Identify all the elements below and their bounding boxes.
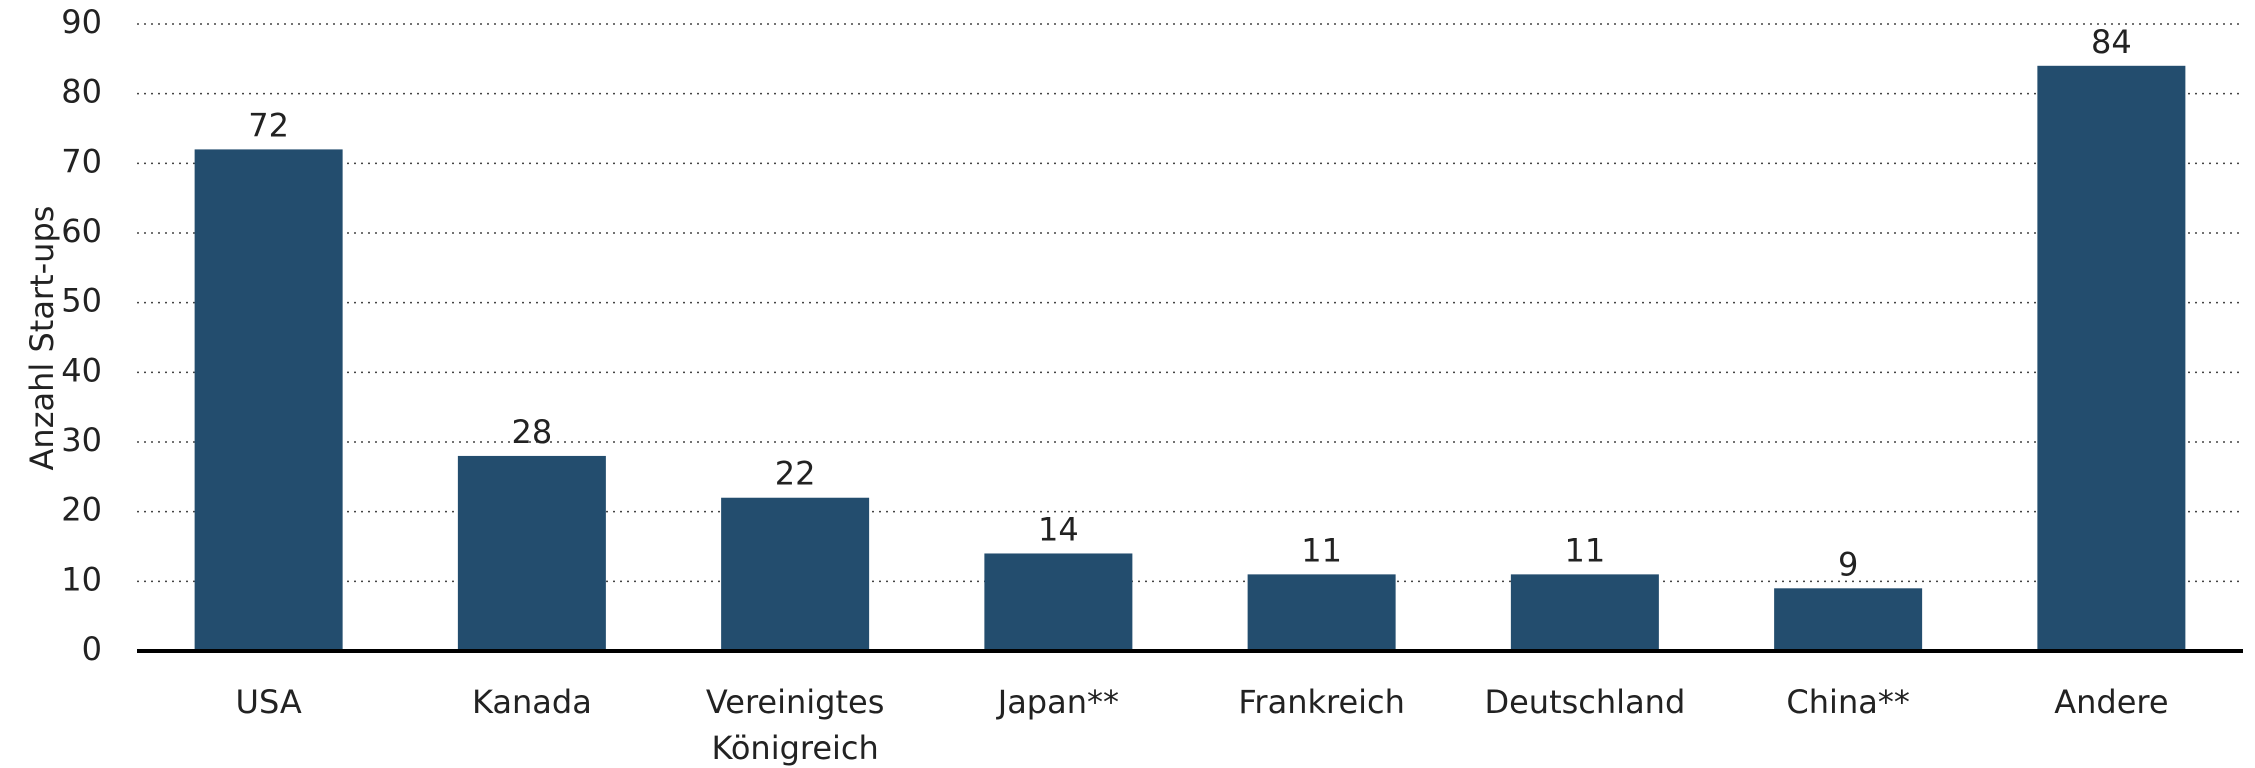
y-tick-label: 0	[82, 630, 102, 668]
bar	[457, 455, 606, 651]
value-label: 72	[248, 106, 289, 144]
bar	[721, 497, 870, 651]
x-tick-label: Deutschland	[1484, 683, 1686, 721]
y-tick-label: 30	[61, 421, 102, 459]
bar	[1247, 574, 1396, 651]
y-tick-label: 70	[61, 142, 102, 180]
bar	[1510, 574, 1659, 651]
bar	[2037, 65, 2186, 652]
y-tick-label: 90	[61, 3, 102, 41]
x-tick-label: Kanada	[471, 683, 592, 721]
value-label: 11	[1565, 531, 1606, 569]
value-label: 28	[512, 413, 553, 451]
value-label: 14	[1038, 510, 1079, 548]
bar	[194, 149, 343, 651]
x-tick-label: Vereinigtes Königreich	[705, 683, 885, 767]
x-tick-label: Andere	[2054, 683, 2169, 721]
y-tick-label: 20	[61, 491, 102, 529]
value-label: 11	[1301, 531, 1342, 569]
x-tick-label: USA	[235, 683, 302, 721]
value-label: 9	[1838, 545, 1858, 583]
x-tick-label: China**	[1786, 683, 1910, 721]
y-tick-label: 80	[61, 73, 102, 111]
y-axis-label: Anzahl Start-ups	[23, 206, 61, 471]
bar	[984, 553, 1133, 651]
x-tick-label: Japan**	[997, 683, 1119, 721]
y-tick-label: 50	[61, 282, 102, 320]
y-tick-label: 60	[61, 212, 102, 250]
value-label: 84	[2091, 23, 2132, 61]
y-tick-label: 40	[61, 351, 102, 389]
value-label: 22	[775, 455, 816, 493]
y-tick-label: 10	[61, 560, 102, 598]
x-tick-label: Frankreich	[1238, 683, 1405, 721]
bar	[1774, 588, 1923, 651]
